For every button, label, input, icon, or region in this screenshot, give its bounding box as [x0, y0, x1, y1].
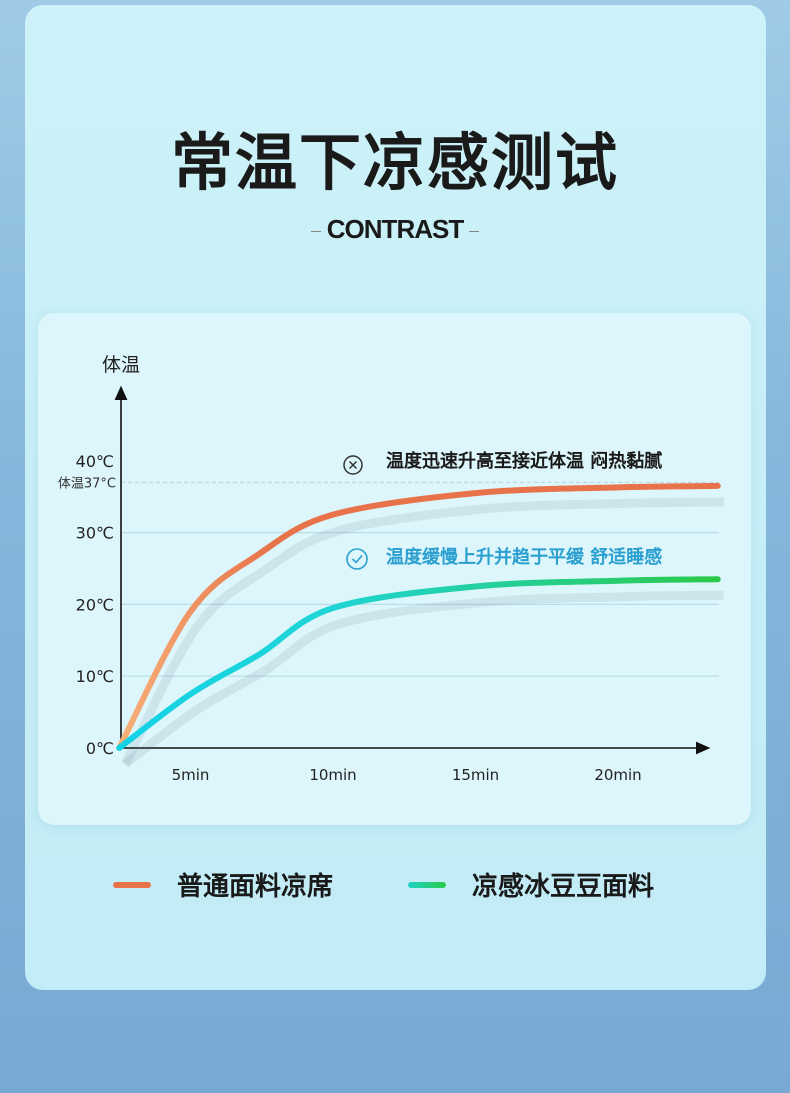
- y-tick-label: 20℃: [76, 595, 114, 614]
- check-mark: [351, 554, 363, 564]
- chart-panel: [38, 313, 751, 825]
- legend-swatch-orange: [113, 881, 151, 888]
- x-tick-label: 20min: [594, 766, 641, 784]
- y-tick-label: 40℃: [76, 452, 114, 471]
- x-circle-icon: [343, 455, 363, 475]
- y-tick-label: 0℃: [86, 739, 114, 758]
- x-mark: [348, 460, 358, 470]
- legend-item-cool: 凉感冰豆豆面料: [408, 866, 654, 903]
- x-tick-label: 5min: [172, 766, 210, 784]
- legend-label: 凉感冰豆豆面料: [472, 872, 655, 902]
- y-axis-label: 体温: [102, 354, 140, 376]
- legend-swatch-green: [408, 881, 446, 888]
- legend-label: 普通面料凉席: [177, 872, 334, 902]
- subtitle: CONTRAST: [0, 214, 790, 245]
- y-tick-label: 10℃: [76, 667, 114, 686]
- x-tick-label: 15min: [452, 766, 499, 784]
- annotation-bad: 温度迅速升高至接近体温 闷热黏腻: [343, 450, 662, 475]
- series-line-1: [116, 576, 721, 751]
- legend-item-regular: 普通面料凉席: [113, 866, 333, 903]
- annotation-good-text: 温度缓慢上升并趋于平缓 舒适睡感: [386, 546, 662, 568]
- series-line-0: [116, 482, 721, 751]
- series-shadow: [121, 497, 724, 767]
- y-tick-label: 30℃: [76, 524, 114, 543]
- reference-label: 体温37°C: [58, 476, 116, 491]
- page-title: 常温下凉感测试: [170, 126, 619, 199]
- subtitle-text: CONTRAST: [326, 214, 464, 244]
- annotation-good: 温度缓慢上升并趋于平缓 舒适睡感: [346, 546, 662, 570]
- check-circle-icon: [346, 548, 368, 570]
- series-shadow: [122, 590, 724, 768]
- x-tick-label: 10min: [309, 766, 356, 784]
- annotation-bad-text: 温度迅速升高至接近体温 闷热黏腻: [386, 450, 662, 472]
